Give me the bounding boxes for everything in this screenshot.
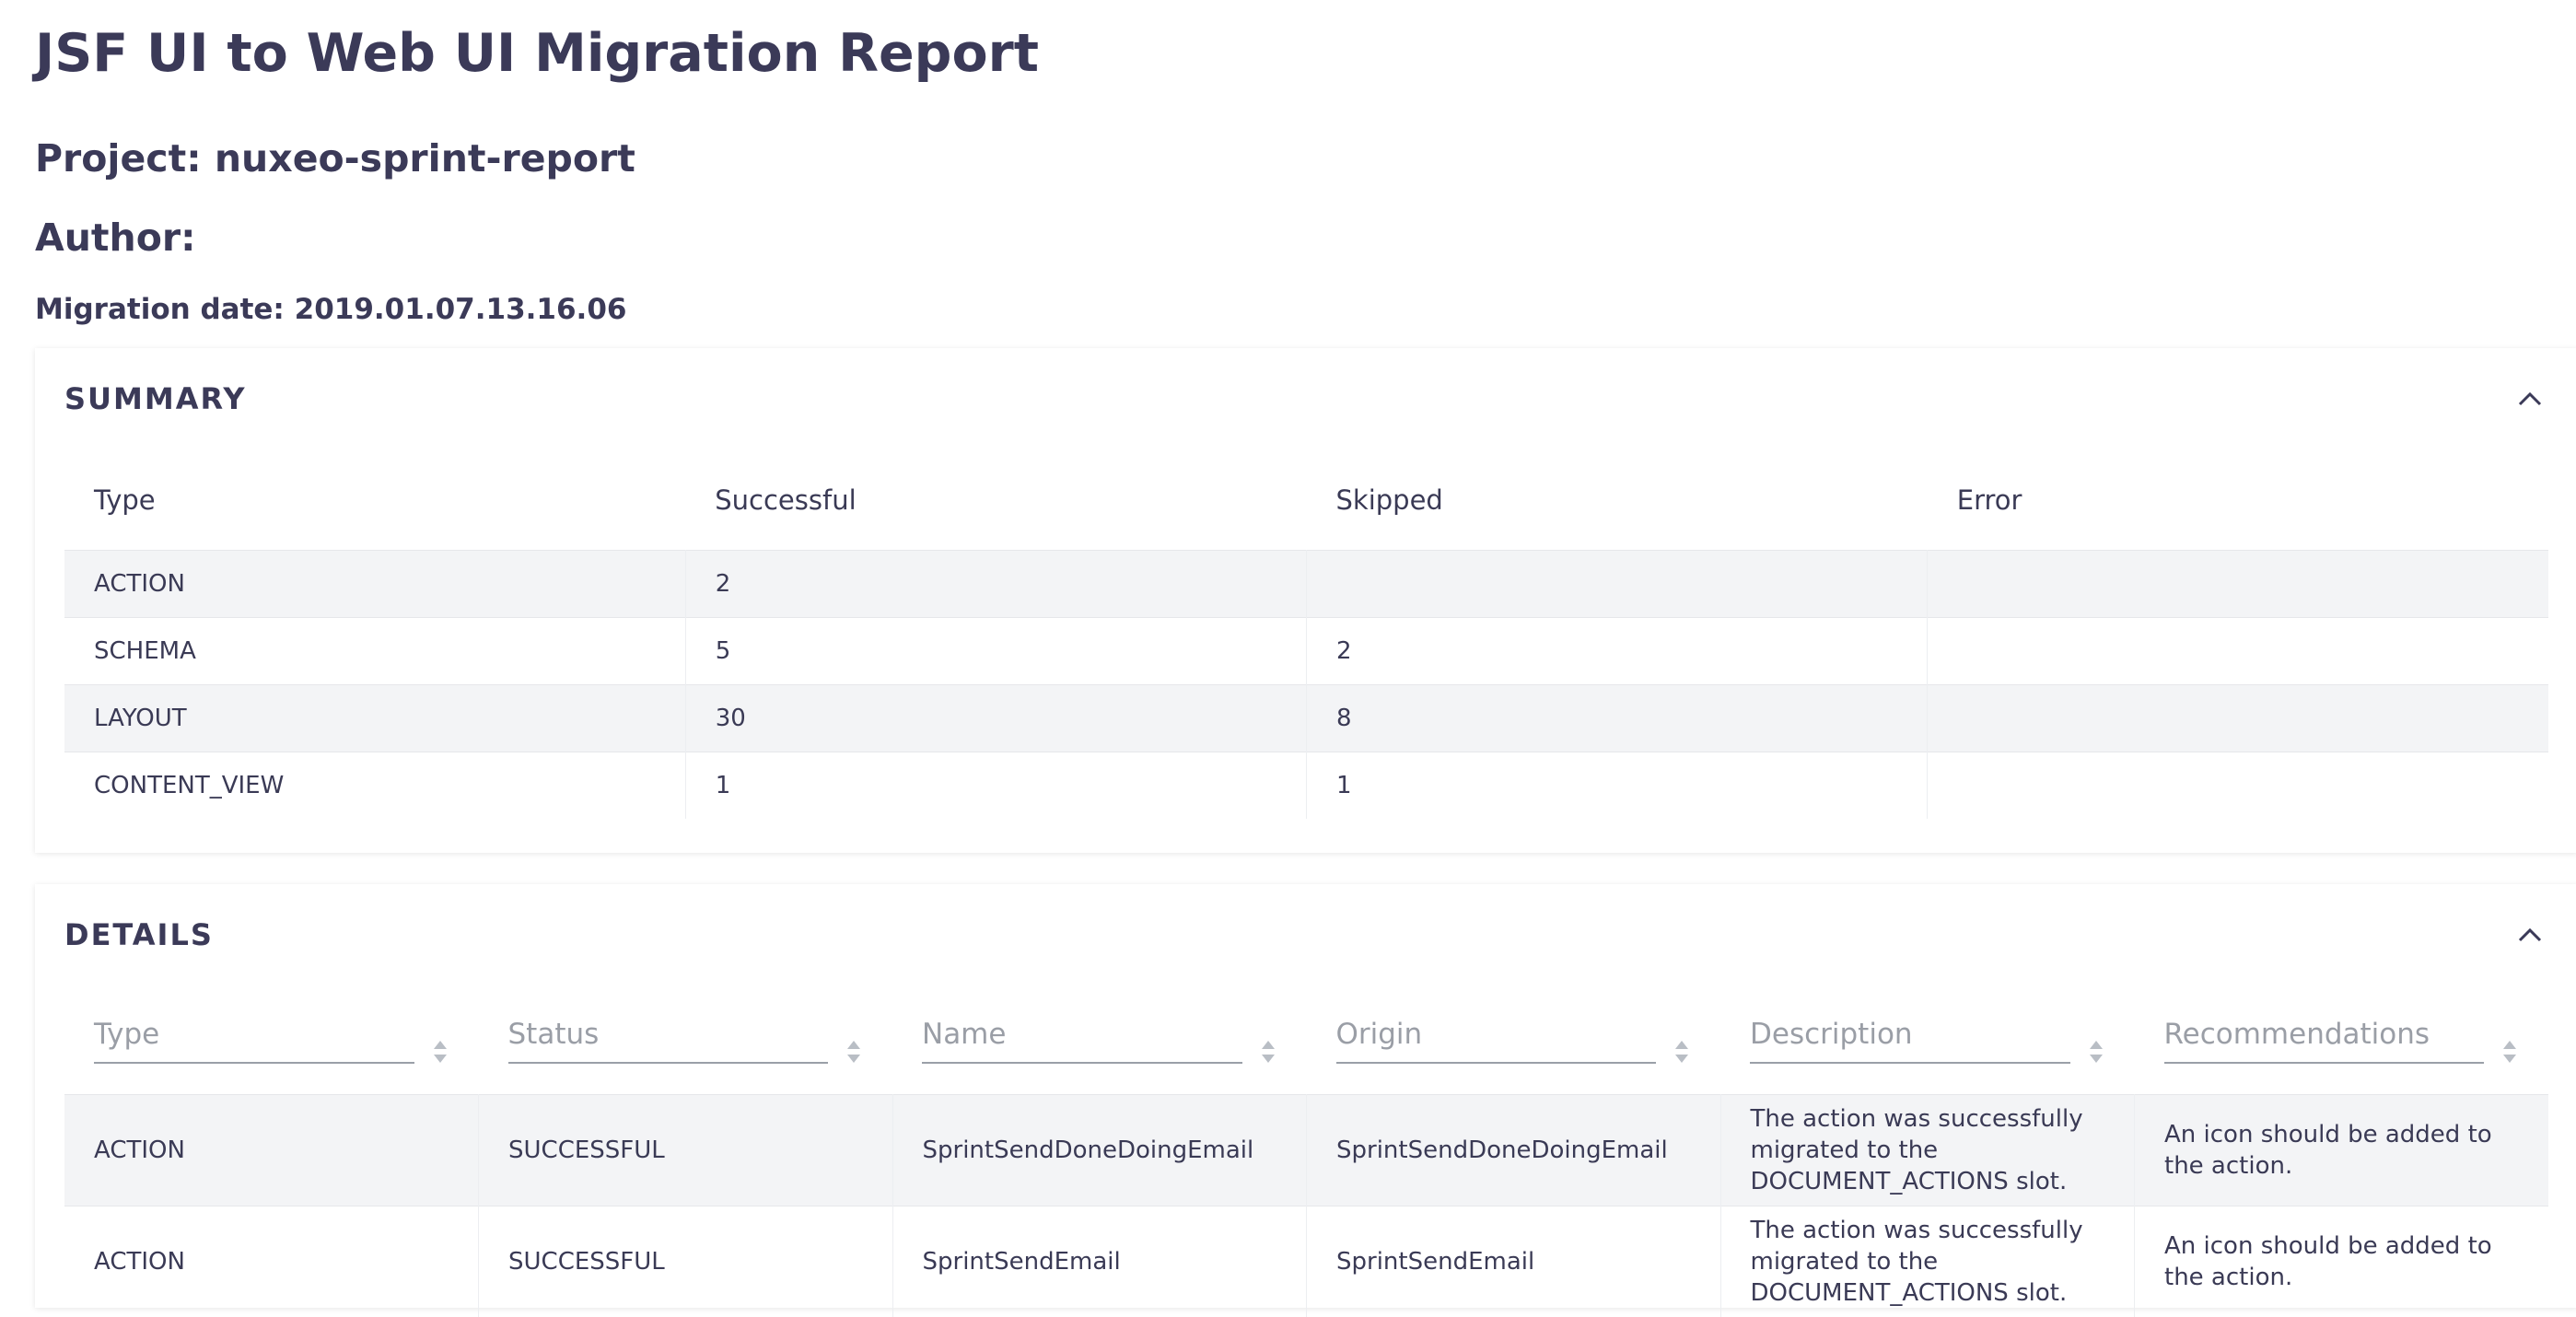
cell-skipped [1307,551,1928,618]
cell-skipped: 8 [1307,685,1928,752]
cell-name: SprintSendEmail [892,1206,1307,1317]
filter-status-input[interactable]: Status [508,1016,829,1064]
filter-description-input[interactable]: Description [1750,1016,2070,1064]
cell-origin: SprintSendDoneDoingEmail [1307,1095,1721,1206]
details-card: DETAILS Type Status [35,884,2576,1308]
cell-type: SCHEMA [64,618,685,685]
column-header-successful: Successful [685,449,1306,551]
table-row: LAYOUT 30 8 [64,685,2548,752]
report-page: JSF UI to Web UI Migration Report Projec… [0,0,2576,330]
summary-header[interactable]: SUMMARY [64,348,2548,449]
cell-type: ACTION [64,551,685,618]
table-row: CONTENT_VIEW 1 1 [64,752,2548,820]
cell-successful: 30 [685,685,1306,752]
filter-origin-input[interactable]: Origin [1336,1016,1657,1064]
filter-recommendations-cell: Recommendations [2135,985,2549,1095]
details-header[interactable]: DETAILS [64,884,2548,985]
cell-error [1928,685,2548,752]
summary-table: Type Successful Skipped Error ACTION 2 S… [64,449,2548,819]
project-heading: Project: nuxeo-sprint-report [35,133,2541,184]
filter-name-input[interactable]: Name [922,1016,1242,1064]
cell-skipped: 1 [1307,752,1928,820]
author-heading: Author: [35,212,2541,263]
cell-origin: SprintSendEmail [1307,1206,1721,1317]
column-header-skipped: Skipped [1307,449,1928,551]
summary-header-row: Type Successful Skipped Error [64,449,2548,551]
cell-recommendations: An icon should be added to the action. [2135,1206,2549,1317]
table-row[interactable]: ACTION SUCCESSFUL SprintSendDoneDoingEma… [64,1095,2548,1206]
cell-name: SprintSendDoneDoingEmail [892,1095,1307,1206]
sort-icon[interactable] [1259,1036,1277,1067]
filter-type-input[interactable]: Type [94,1016,414,1064]
sort-icon[interactable] [431,1036,449,1067]
cell-successful: 2 [685,551,1306,618]
filter-origin-cell: Origin [1307,985,1721,1095]
cell-successful: 5 [685,618,1306,685]
page-title: JSF UI to Web UI Migration Report [35,0,2541,87]
table-row[interactable]: ACTION SUCCESSFUL SprintSendEmail Sprint… [64,1206,2548,1317]
filter-recommendations-input[interactable]: Recommendations [2164,1016,2485,1064]
filter-type-cell: Type [64,985,479,1095]
cell-status: SUCCESSFUL [479,1095,893,1206]
sort-icon[interactable] [1673,1036,1691,1067]
cell-recommendations: An icon should be added to the action. [2135,1095,2549,1206]
filter-description-cell: Description [1720,985,2135,1095]
column-header-error: Error [1928,449,2548,551]
cell-error [1928,618,2548,685]
details-filter-row: Type Status Name [64,985,2548,1095]
chevron-up-icon[interactable] [2512,916,2548,953]
migration-date: Migration date: 2019.01.07.13.16.06 [35,289,2541,330]
details-title: DETAILS [64,917,214,952]
cell-type: ACTION [64,1206,479,1317]
cell-error [1928,551,2548,618]
cell-skipped: 2 [1307,618,1928,685]
sort-icon[interactable] [2087,1036,2105,1067]
table-row: ACTION 2 [64,551,2548,618]
chevron-up-icon[interactable] [2512,380,2548,417]
sort-icon[interactable] [845,1036,863,1067]
cell-status: SUCCESSFUL [479,1206,893,1317]
cell-description: The action was successfully migrated to … [1720,1095,2135,1206]
cell-successful: 1 [685,752,1306,820]
summary-title: SUMMARY [64,381,247,416]
filter-status-cell: Status [479,985,893,1095]
filter-name-cell: Name [892,985,1307,1095]
table-row: SCHEMA 5 2 [64,618,2548,685]
sort-icon[interactable] [2500,1036,2519,1067]
cell-type: LAYOUT [64,685,685,752]
cell-type: ACTION [64,1095,479,1206]
cell-description: The action was successfully migrated to … [1720,1206,2135,1317]
details-table: Type Status Name [64,985,2548,1317]
column-header-type: Type [64,449,685,551]
cell-type: CONTENT_VIEW [64,752,685,820]
cell-error [1928,752,2548,820]
summary-card: SUMMARY Type Successful Skipped Error AC… [35,348,2576,853]
